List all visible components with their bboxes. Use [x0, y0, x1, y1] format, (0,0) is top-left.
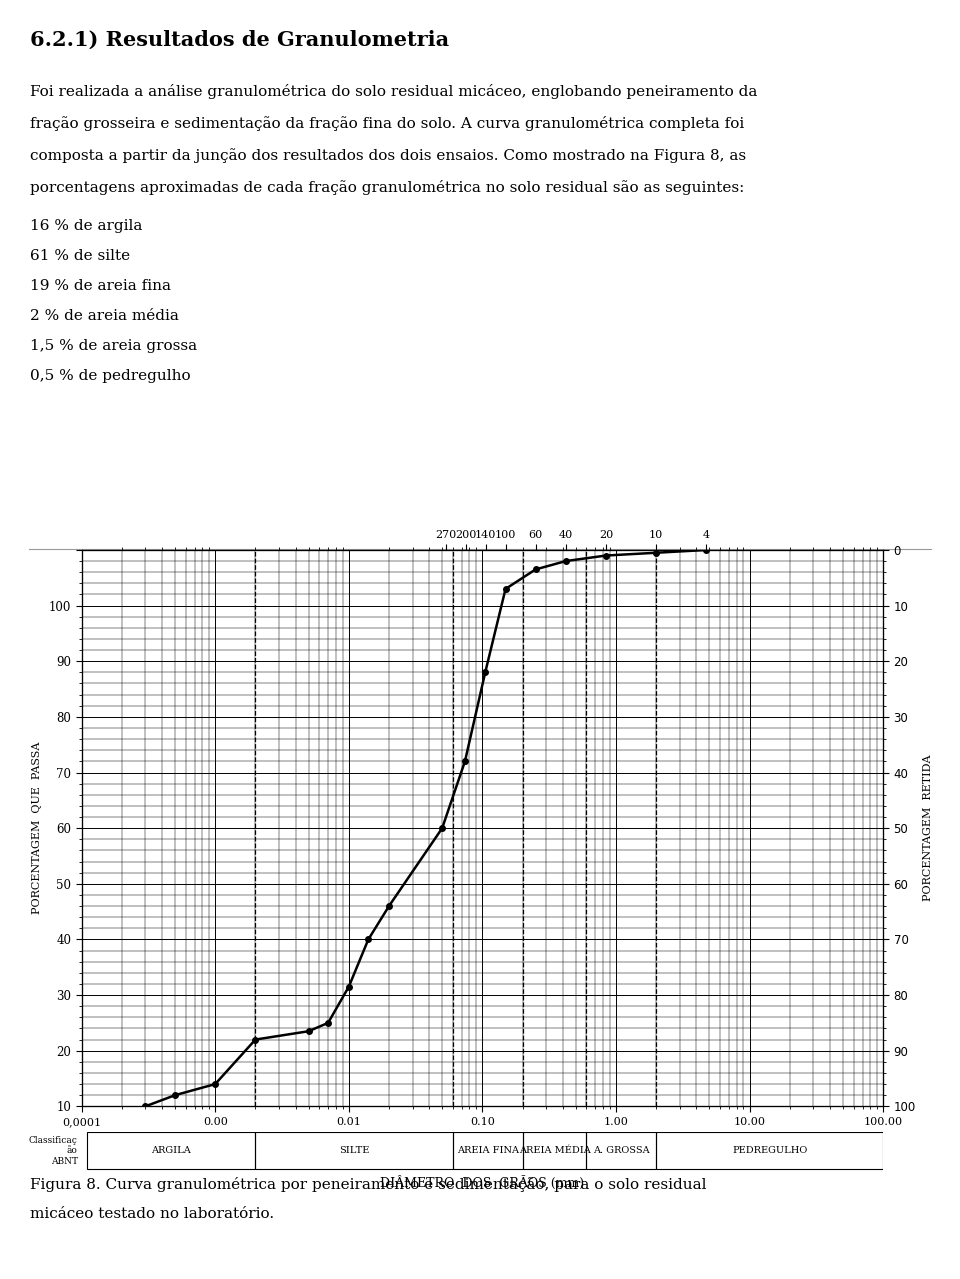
Text: 19 % de areia fina: 19 % de areia fina — [30, 279, 171, 293]
Text: Classificaç
ão
ABNT: Classificaç ão ABNT — [29, 1136, 78, 1165]
Text: 6.2.1) Resultados de Granulometria: 6.2.1) Resultados de Granulometria — [30, 29, 449, 50]
Bar — [522, 1132, 587, 1169]
Text: Peneiras (ASTM): Peneiras (ASTM) — [516, 567, 624, 579]
Bar — [87, 1132, 255, 1169]
Text: DIÂMETRO  DOS  GRÃOS (mm): DIÂMETRO DOS GRÃOS (mm) — [380, 1175, 585, 1189]
Text: AREIA FINA: AREIA FINA — [457, 1146, 518, 1155]
Bar — [657, 1132, 883, 1169]
Text: A. GROSSA: A. GROSSA — [593, 1146, 650, 1155]
Text: 1,5 % de areia grossa: 1,5 % de areia grossa — [30, 339, 197, 353]
Text: 0,5 % de pedregulho: 0,5 % de pedregulho — [30, 370, 191, 382]
Text: porcentagens aproximadas de cada fração granulométrica no solo residual são as s: porcentagens aproximadas de cada fração … — [30, 180, 744, 194]
Bar — [453, 1132, 522, 1169]
Y-axis label: PORCENTAGEM  QUE  PASSA: PORCENTAGEM QUE PASSA — [32, 742, 42, 914]
Text: ARGILA: ARGILA — [152, 1146, 191, 1155]
Text: Foi realizada a análise granulométrica do solo residual micáceo, englobando pene: Foi realizada a análise granulométrica d… — [30, 84, 757, 98]
Text: composta a partir da junção dos resultados dos dois ensaios. Como mostrado na Fi: composta a partir da junção dos resultad… — [30, 148, 746, 162]
Text: 16 % de argila: 16 % de argila — [30, 219, 142, 233]
Text: AREIA MÉDIA: AREIA MÉDIA — [518, 1146, 590, 1155]
Text: fração grosseira e sedimentação da fração fina do solo. A curva granulométrica c: fração grosseira e sedimentação da fraçã… — [30, 116, 744, 130]
Text: 2 % de areia média: 2 % de areia média — [30, 310, 179, 324]
Text: 61 % de silte: 61 % de silte — [30, 249, 131, 263]
Text: SILTE: SILTE — [339, 1146, 370, 1155]
Y-axis label: PORCENTAGEM  RETIDA: PORCENTAGEM RETIDA — [923, 755, 933, 902]
Text: PEDREGULHO: PEDREGULHO — [732, 1146, 807, 1155]
Bar — [587, 1132, 657, 1169]
Text: GRANULOMETRIA: GRANULOMETRIA — [340, 567, 500, 581]
Bar — [255, 1132, 453, 1169]
Text: micáceo testado no laboratório.: micáceo testado no laboratório. — [30, 1207, 275, 1221]
Text: Figura 8. Curva granulométrica por peneiramento e sedimentação, para o solo resi: Figura 8. Curva granulométrica por penei… — [30, 1177, 707, 1192]
